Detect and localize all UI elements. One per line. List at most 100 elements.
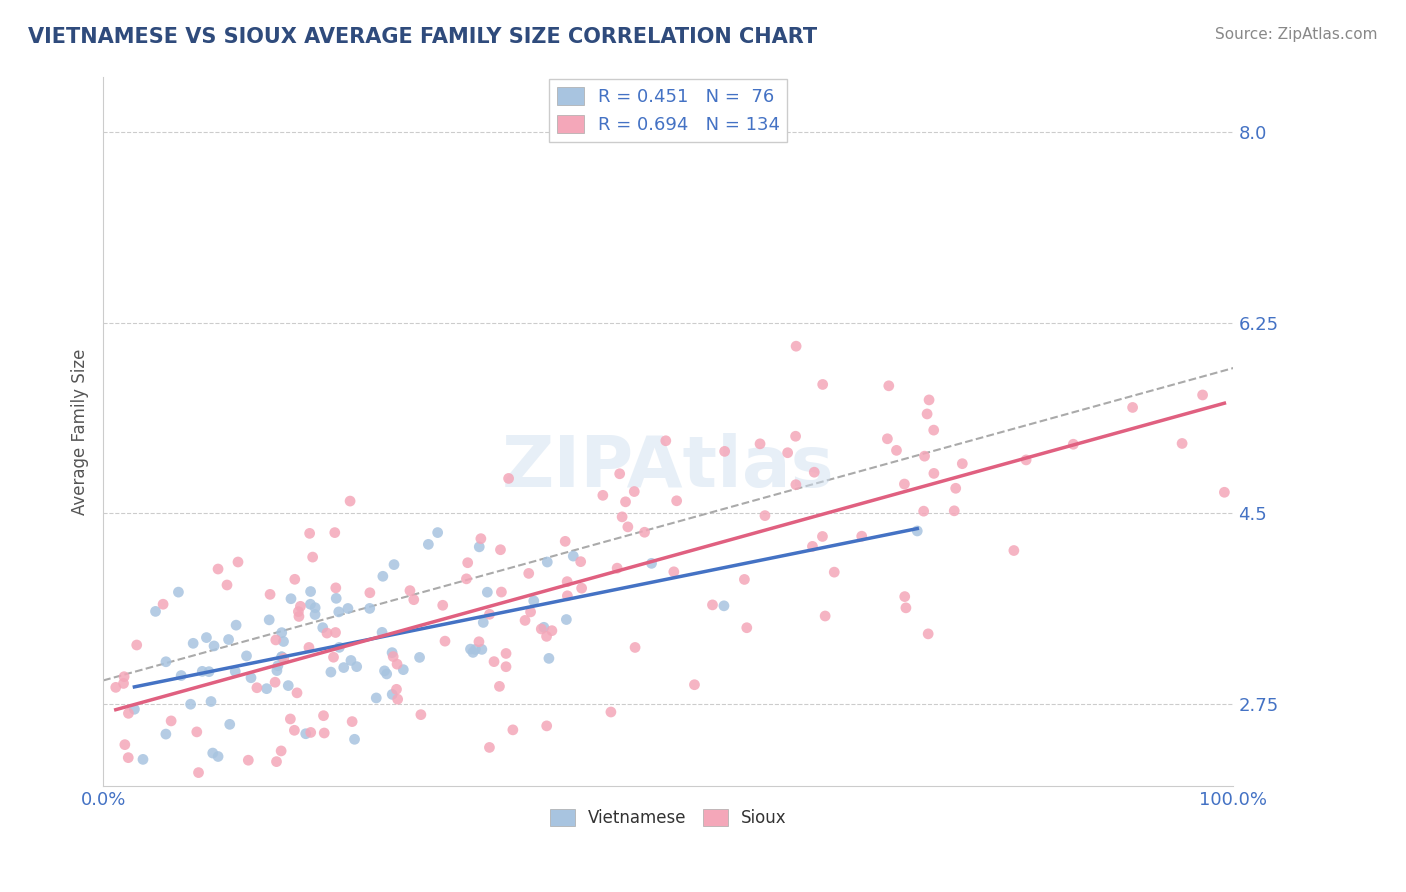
- Point: [814, 609, 837, 624]
- Point: [336, 601, 359, 615]
- Point: [187, 765, 209, 780]
- Point: [905, 524, 928, 538]
- Point: [461, 645, 484, 659]
- Point: [299, 597, 322, 611]
- Point: [215, 578, 238, 592]
- Point: [876, 432, 898, 446]
- Point: [471, 642, 494, 657]
- Point: [1191, 388, 1213, 402]
- Point: [472, 615, 495, 630]
- Point: [633, 525, 655, 540]
- Point: [562, 549, 585, 563]
- Point: [270, 744, 292, 758]
- Point: [803, 465, 825, 479]
- Point: [186, 725, 208, 739]
- Point: [478, 607, 501, 622]
- Point: [785, 429, 807, 443]
- Text: VIETNAMESE VS SIOUX AVERAGE FAMILY SIZE CORRELATION CHART: VIETNAMESE VS SIOUX AVERAGE FAMILY SIZE …: [28, 27, 817, 46]
- Point: [536, 629, 558, 643]
- Point: [238, 753, 260, 767]
- Point: [266, 664, 288, 678]
- Point: [371, 569, 394, 583]
- Point: [270, 649, 292, 664]
- Point: [339, 494, 361, 508]
- Point: [273, 634, 295, 648]
- Point: [246, 681, 269, 695]
- Point: [319, 665, 342, 679]
- Point: [124, 702, 146, 716]
- Point: [785, 339, 807, 353]
- Point: [468, 634, 491, 648]
- Point: [536, 555, 558, 569]
- Point: [536, 719, 558, 733]
- Point: [284, 572, 307, 586]
- Point: [943, 504, 966, 518]
- Point: [225, 618, 247, 632]
- Point: [167, 585, 190, 599]
- Point: [460, 642, 482, 657]
- Point: [785, 477, 807, 491]
- Point: [640, 557, 662, 571]
- Point: [811, 529, 834, 543]
- Point: [409, 707, 432, 722]
- Point: [470, 532, 492, 546]
- Point: [181, 636, 204, 650]
- Point: [457, 556, 479, 570]
- Point: [733, 573, 755, 587]
- Point: [266, 755, 288, 769]
- Point: [264, 632, 287, 647]
- Point: [312, 621, 335, 635]
- Point: [299, 584, 322, 599]
- Point: [893, 590, 915, 604]
- Point: [125, 638, 148, 652]
- Point: [735, 621, 758, 635]
- Point: [519, 605, 541, 619]
- Point: [922, 423, 945, 437]
- Point: [280, 591, 302, 606]
- Point: [160, 714, 183, 728]
- Point: [235, 648, 257, 663]
- Point: [385, 682, 408, 697]
- Point: [290, 599, 312, 614]
- Point: [523, 594, 546, 608]
- Point: [893, 477, 915, 491]
- Point: [464, 642, 486, 657]
- Point: [340, 714, 363, 729]
- Point: [112, 676, 135, 690]
- Point: [270, 625, 292, 640]
- Point: [301, 550, 323, 565]
- Point: [489, 542, 512, 557]
- Point: [323, 525, 346, 540]
- Point: [304, 607, 326, 622]
- Point: [617, 520, 640, 534]
- Text: ZIPAtlas: ZIPAtlas: [502, 433, 835, 501]
- Point: [314, 726, 336, 740]
- Point: [288, 609, 311, 624]
- Point: [1122, 401, 1144, 415]
- Point: [325, 581, 347, 595]
- Point: [294, 727, 316, 741]
- Point: [557, 589, 579, 603]
- Point: [346, 659, 368, 673]
- Point: [495, 659, 517, 673]
- Point: [322, 650, 344, 665]
- Point: [555, 574, 578, 589]
- Point: [600, 705, 623, 719]
- Point: [495, 647, 517, 661]
- Point: [533, 620, 555, 634]
- Point: [776, 446, 799, 460]
- Point: [917, 627, 939, 641]
- Point: [912, 504, 935, 518]
- Point: [918, 392, 941, 407]
- Point: [610, 509, 633, 524]
- Point: [894, 600, 917, 615]
- Point: [801, 540, 824, 554]
- Point: [218, 717, 240, 731]
- Point: [517, 566, 540, 581]
- Point: [614, 495, 637, 509]
- Point: [488, 679, 510, 693]
- Point: [298, 526, 321, 541]
- Point: [1002, 543, 1025, 558]
- Point: [624, 640, 647, 655]
- Point: [287, 605, 309, 619]
